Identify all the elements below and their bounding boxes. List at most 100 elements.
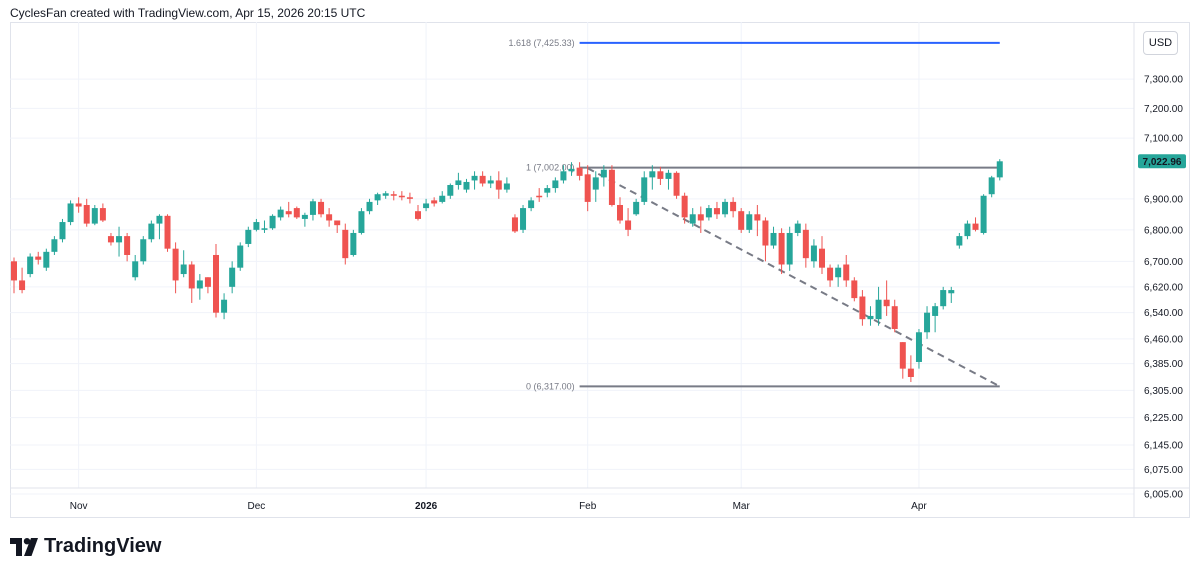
candle [544, 188, 551, 193]
y-tick-label: 6,225.00 [1144, 413, 1183, 424]
y-tick-label: 7,100.00 [1144, 134, 1183, 145]
candle [156, 215, 163, 224]
candle [75, 203, 82, 207]
trendline [587, 167, 1001, 388]
candle [665, 172, 672, 179]
candle [996, 161, 1003, 178]
candle [681, 195, 688, 218]
candle [705, 208, 712, 218]
candle [293, 208, 300, 218]
candle [487, 180, 494, 184]
candle [164, 215, 171, 249]
candle [511, 217, 518, 232]
candle [43, 251, 50, 268]
candle [431, 200, 438, 204]
candle [915, 332, 922, 362]
candle [213, 254, 219, 313]
x-tick-label: 2026 [415, 501, 438, 512]
candle [592, 177, 599, 190]
candle [608, 169, 615, 205]
candle [940, 290, 947, 307]
candle [140, 239, 147, 262]
candle [980, 195, 987, 233]
candle [27, 256, 34, 275]
candle [83, 204, 90, 224]
tradingview-logo-icon [10, 537, 38, 556]
y-tick-label: 6,540.00 [1144, 308, 1183, 319]
candle [802, 229, 809, 259]
candle [382, 193, 389, 196]
candle [172, 248, 179, 281]
candle [423, 203, 430, 209]
candle [67, 203, 74, 223]
y-tick-label: 6,305.00 [1144, 386, 1183, 397]
candle [366, 201, 373, 212]
candle [536, 195, 543, 198]
candle [116, 236, 123, 243]
candle [697, 214, 704, 221]
tradingview-brand: TradingView [44, 535, 162, 557]
y-tick-label: 6,005.00 [1144, 490, 1183, 501]
candle [722, 201, 729, 215]
chart-frame[interactable] [10, 22, 1190, 518]
candle [277, 209, 284, 218]
candle [91, 208, 98, 224]
last-price-label: 7,022.96 [1143, 157, 1182, 168]
candle [245, 229, 252, 244]
candle [342, 229, 349, 259]
candle [124, 236, 131, 255]
tradingview-logo[interactable]: TradingView [10, 535, 161, 558]
fib-level-label: 1.618 (7,425.33) [509, 38, 575, 48]
candle [641, 177, 648, 202]
candle [956, 236, 963, 246]
candle [398, 195, 405, 198]
y-tick-label: 6,900.00 [1144, 194, 1183, 205]
candle [285, 211, 292, 215]
candle [778, 232, 785, 265]
candle [988, 177, 995, 195]
candle [584, 174, 591, 202]
candle [261, 228, 268, 230]
candle [738, 211, 745, 230]
currency-selector[interactable]: USD [1143, 31, 1178, 55]
candle [221, 299, 228, 313]
y-tick-label: 6,460.00 [1144, 334, 1183, 345]
fib-level-label: 1 (7,002.00) [526, 163, 575, 173]
candle [107, 236, 114, 243]
y-tick-label: 6,800.00 [1144, 225, 1183, 236]
candle [180, 264, 187, 275]
candle [907, 368, 914, 377]
candle [148, 223, 155, 240]
candle [657, 171, 664, 179]
candle [374, 194, 381, 201]
candle [204, 277, 211, 287]
candle [455, 180, 462, 186]
candle [576, 167, 583, 176]
candle [59, 222, 66, 240]
candle [762, 220, 769, 246]
candle [350, 232, 357, 255]
candle [568, 168, 575, 172]
candle [770, 232, 777, 246]
candle [447, 185, 454, 196]
candle [819, 248, 825, 268]
candle [495, 180, 502, 190]
candle [99, 208, 106, 221]
candle [560, 171, 567, 181]
candle [891, 306, 898, 329]
candle [625, 220, 632, 230]
candle [851, 280, 858, 299]
candle [463, 181, 470, 190]
candle [730, 201, 737, 212]
candle [479, 175, 486, 184]
candle [51, 239, 58, 252]
x-tick-label: Feb [579, 501, 597, 512]
candle [794, 223, 801, 233]
candle [188, 264, 195, 289]
candle [471, 175, 478, 181]
x-tick-label: Mar [733, 501, 751, 512]
candle [11, 261, 17, 281]
candle [713, 208, 720, 215]
candle [746, 214, 753, 230]
